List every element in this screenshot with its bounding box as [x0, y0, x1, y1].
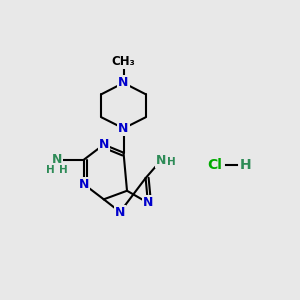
Text: H: H: [240, 158, 251, 172]
Text: N: N: [155, 154, 166, 167]
Text: N: N: [118, 122, 129, 135]
Text: N: N: [118, 76, 129, 89]
Text: N: N: [79, 178, 89, 191]
Text: H: H: [46, 165, 55, 175]
Text: N: N: [52, 153, 62, 166]
Text: CH₃: CH₃: [112, 55, 135, 68]
Text: H: H: [167, 157, 176, 167]
Text: N: N: [115, 206, 125, 218]
Text: Cl: Cl: [207, 158, 222, 172]
Text: H: H: [59, 165, 68, 175]
Text: N: N: [143, 196, 153, 209]
Text: N: N: [99, 138, 109, 151]
